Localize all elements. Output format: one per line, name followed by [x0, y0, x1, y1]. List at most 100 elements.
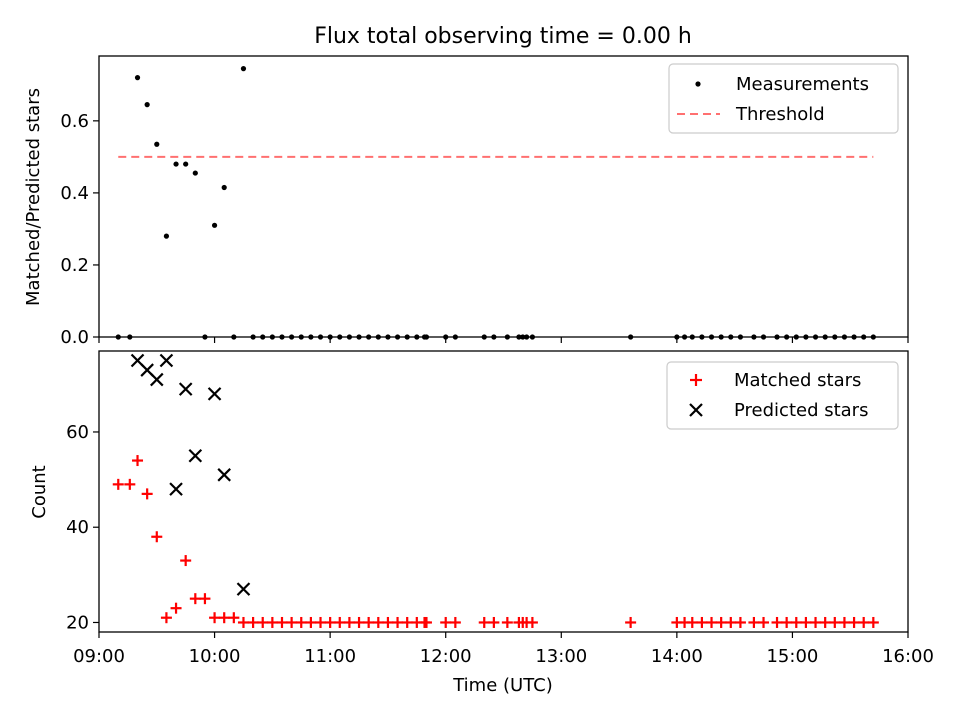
predicted-star-point	[217, 468, 231, 482]
matched-star-point	[295, 616, 307, 628]
matched-star-point	[170, 602, 182, 614]
panel-top: Flux total observing time = 0.00 h 0.0 0.…	[23, 24, 909, 348]
x-tick-label: 13:00	[535, 646, 587, 667]
bottom-plot-frame	[98, 350, 909, 633]
y-tick-label: 0.0	[60, 327, 89, 348]
matched-star-point	[199, 593, 211, 605]
matched-star-point	[286, 616, 298, 628]
x-tick-label: 12:00	[420, 646, 472, 667]
matched-star-point	[488, 616, 500, 628]
matched-star-point	[449, 616, 461, 628]
matched-star-point	[180, 555, 192, 567]
matched-star-point	[800, 616, 812, 628]
matched-star-point	[353, 616, 365, 628]
predicted-star-point	[236, 582, 251, 596]
measurement-point	[173, 161, 179, 167]
legend-marker-measurements	[695, 81, 701, 87]
matched-star-point	[382, 616, 394, 628]
matched-star-point	[440, 616, 452, 628]
matched-star-point	[848, 616, 860, 628]
legend-label-threshold: Threshold	[735, 104, 825, 125]
x-tick-label: 11:00	[304, 646, 356, 667]
legend-label-matched: Matched stars	[734, 370, 861, 391]
matched-star-point	[420, 616, 432, 628]
matched-star-point	[748, 616, 760, 628]
matched-star-point	[141, 488, 153, 500]
measurement-point	[163, 233, 170, 239]
matched-star-point	[276, 616, 288, 628]
matched-star-point	[725, 616, 737, 628]
matched-star-point	[151, 531, 163, 543]
legend-label-measurements: Measurements	[736, 74, 869, 95]
matched-star-point	[401, 616, 413, 628]
matched-star-point	[734, 616, 746, 628]
matched-star-point	[501, 616, 513, 628]
y-tick-label: 0.6	[60, 111, 89, 132]
matched-star-point	[790, 616, 802, 628]
top-plot-frame	[98, 55, 909, 338]
measurement-point	[134, 75, 141, 81]
legend-top: Measurements Threshold	[668, 63, 899, 134]
x-tick-label: 14:00	[651, 646, 703, 667]
predicted-star-point	[150, 372, 164, 387]
matched-star-point	[625, 616, 637, 628]
y-axis-label-top: Matched/Predicted stars	[23, 88, 44, 306]
matched-star-point	[715, 616, 727, 628]
predicted-star-point	[178, 382, 193, 396]
y-tick-label: 20	[66, 612, 89, 633]
predicted-star-point	[159, 353, 174, 368]
measurement-point	[211, 222, 218, 228]
matched-star-point	[867, 616, 879, 628]
matched-star-point	[392, 616, 404, 628]
matched-star-point	[810, 616, 822, 628]
matched-star-point	[696, 616, 708, 628]
y-tick-label: 0.2	[60, 255, 89, 276]
matched-star-point	[218, 612, 230, 624]
matched-star-point	[478, 616, 490, 628]
matched-star-point	[363, 616, 375, 628]
matched-star-point	[124, 478, 136, 490]
x-tick-label: 16:00	[882, 646, 934, 667]
measurement-point	[144, 102, 150, 108]
y-axis-label-bottom: Count	[29, 465, 50, 518]
matched-star-point	[132, 455, 144, 467]
y-tick-label: 0.4	[60, 183, 89, 204]
matched-star-point	[758, 616, 770, 628]
matched-star-point	[858, 616, 870, 628]
matched-star-point	[189, 593, 201, 605]
measurement-point	[240, 66, 247, 72]
matched-star-point	[372, 616, 384, 628]
matched-star-point	[819, 616, 831, 628]
measurement-point	[221, 184, 227, 191]
predicted-star-point	[188, 449, 203, 463]
x-axis-label: Time (UTC)	[452, 675, 553, 696]
y-tick-label: 60	[66, 422, 89, 443]
measurement-point	[192, 170, 198, 176]
y-tick-label: 40	[66, 517, 89, 538]
matched-star-point	[237, 616, 249, 628]
matched-star-point	[686, 616, 698, 628]
matched-star-point	[829, 616, 841, 628]
predicted-star-point	[169, 482, 183, 496]
matched-star-point	[315, 616, 327, 628]
matched-star-point	[781, 616, 793, 628]
matched-star-point	[247, 616, 259, 628]
x-tick-label: 15:00	[766, 646, 818, 667]
matched-star-point	[343, 616, 355, 628]
matched-star-point	[771, 616, 783, 628]
matched-star-point	[706, 616, 718, 628]
x-tick-label: 09:00	[73, 646, 125, 667]
matched-star-point	[305, 616, 317, 628]
matched-star-point	[838, 616, 850, 628]
matched-star-point	[160, 612, 172, 624]
matched-star-point	[324, 616, 336, 628]
matched-star-point	[209, 612, 221, 624]
matched-star-point	[112, 478, 124, 490]
measurement-point	[183, 161, 189, 167]
matched-star-point	[257, 616, 269, 628]
legend-marker-matched	[690, 374, 702, 386]
legend-marker-predicted	[689, 403, 703, 417]
legend-label-predicted: Predicted stars	[734, 400, 868, 421]
measurement-point	[154, 141, 160, 147]
